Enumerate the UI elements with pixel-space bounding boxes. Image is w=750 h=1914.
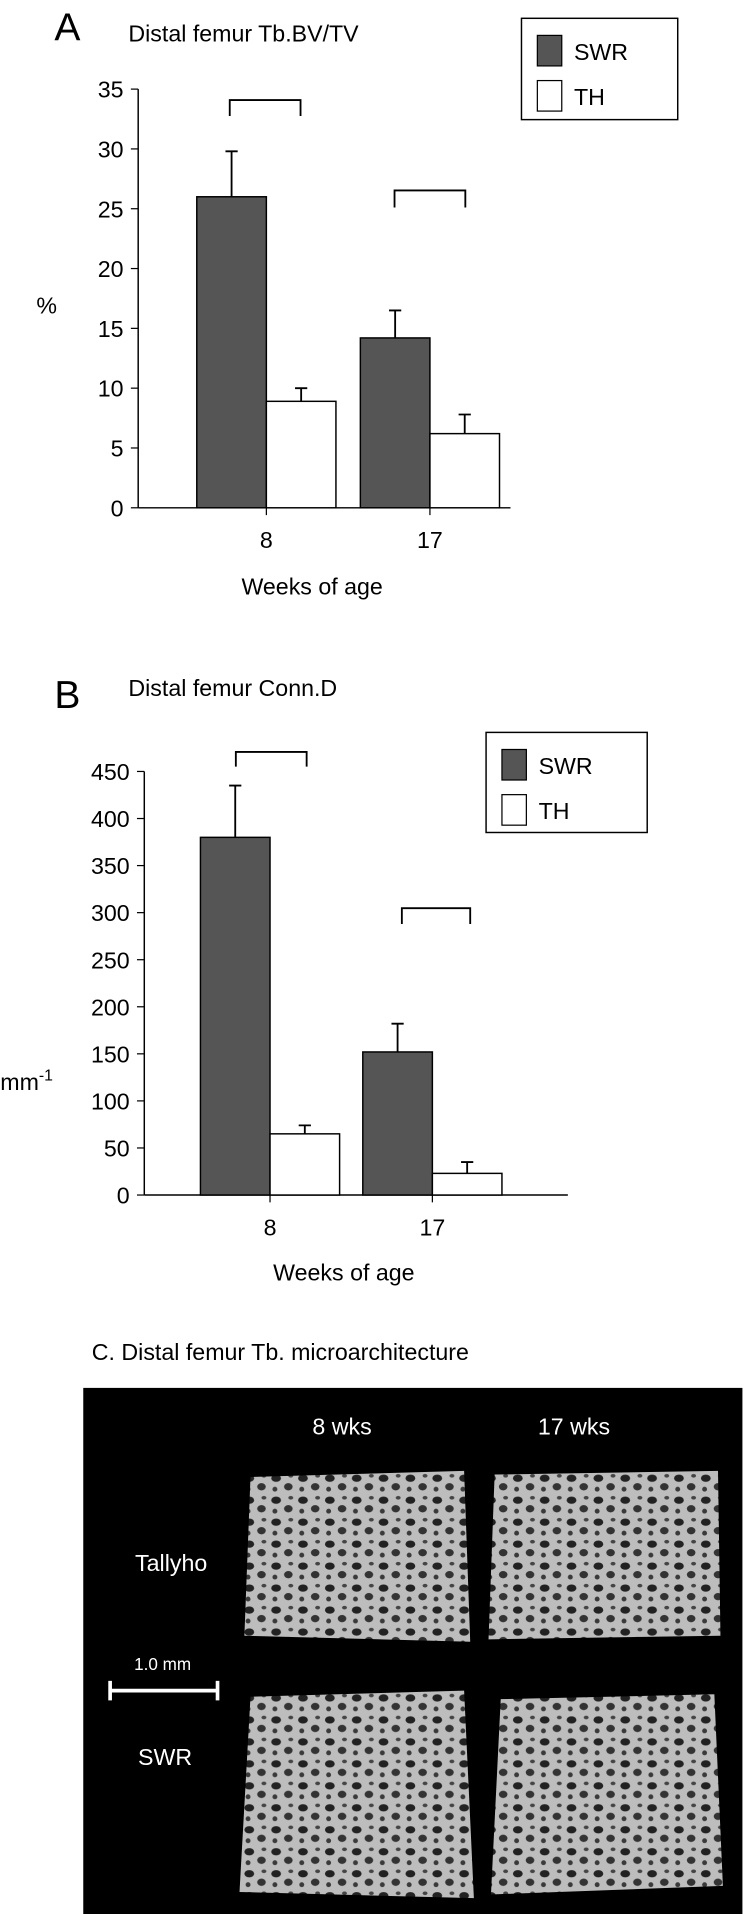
panel-c: C. Distal femur Tb. microarchitecture 8 … xyxy=(83,1339,743,1914)
legend-label: TH xyxy=(574,84,605,110)
y-tick-label: 35 xyxy=(98,77,124,103)
error-bar xyxy=(389,309,402,338)
bar xyxy=(265,400,337,509)
x-tick-label: 8 xyxy=(260,527,273,553)
chart-title: Distal femur Conn.D xyxy=(128,675,337,701)
bar xyxy=(429,432,501,509)
legend-swatch xyxy=(501,794,527,826)
microct-image xyxy=(244,1470,471,1642)
y-tick-label: 0 xyxy=(117,1183,130,1209)
significance-bracket xyxy=(400,907,472,925)
bar xyxy=(199,836,271,1196)
bar xyxy=(196,196,268,509)
significance-bracket xyxy=(228,99,302,116)
legend-label: SWR xyxy=(574,39,628,65)
y-tick-label: 30 xyxy=(98,136,124,162)
y-tick-label: 10 xyxy=(98,376,124,402)
scale-bar xyxy=(108,1680,220,1701)
bar xyxy=(359,337,431,509)
panel-label: A xyxy=(54,6,80,49)
row-label: Tallyho xyxy=(135,1550,207,1576)
bar xyxy=(362,1051,434,1196)
scale-bar-label: 1.0 mm xyxy=(134,1655,191,1674)
error-bar xyxy=(298,1124,311,1134)
y-tick-label: 200 xyxy=(91,994,130,1020)
x-tick-label: 17 xyxy=(417,527,443,553)
y-tick-label: 50 xyxy=(104,1136,130,1162)
column-label: 8 wks xyxy=(312,1413,371,1439)
y-axis-label-text: % xyxy=(36,293,57,319)
y-axis-label: mm-1 xyxy=(0,1067,53,1095)
error-bar xyxy=(229,784,242,838)
y-tick-label: 100 xyxy=(91,1088,130,1114)
x-axis-label: Weeks of age xyxy=(241,573,382,599)
row-label: SWR xyxy=(138,1744,192,1770)
error-bar xyxy=(225,150,238,197)
legend-label: SWR xyxy=(539,753,593,779)
y-tick-label: 150 xyxy=(91,1041,130,1067)
microct-image xyxy=(490,1694,723,1895)
bar xyxy=(431,1172,503,1196)
panel-label: B xyxy=(54,674,80,717)
y-axis-label-text: mm xyxy=(0,1069,39,1095)
y-tick-label: 0 xyxy=(111,495,124,521)
panel-c-title: C. Distal femur Tb. microarchitecture xyxy=(92,1339,469,1365)
chart-title: Distal femur Tb.BV/TV xyxy=(128,21,359,47)
y-tick-label: 20 xyxy=(98,256,124,282)
microct-image xyxy=(239,1690,474,1899)
y-tick-label: 25 xyxy=(98,196,124,222)
legend-swatch xyxy=(536,34,563,67)
microct-image xyxy=(488,1470,721,1640)
legend-label: TH xyxy=(539,798,570,824)
y-tick-label: 450 xyxy=(91,759,130,785)
legend-swatch xyxy=(536,79,563,112)
error-bar xyxy=(391,1022,404,1052)
y-tick-label: 300 xyxy=(91,900,130,926)
error-bar xyxy=(458,413,471,434)
y-tick-label: 400 xyxy=(91,806,130,832)
y-axis-label-sup: -1 xyxy=(39,1067,53,1084)
y-tick-label: 250 xyxy=(91,947,130,973)
x-tick-label: 8 xyxy=(264,1214,277,1240)
error-bar xyxy=(461,1161,474,1174)
y-tick-label: 15 xyxy=(98,316,124,342)
x-axis-label: Weeks of age xyxy=(273,1259,414,1285)
significance-bracket xyxy=(393,189,467,208)
legend-swatch xyxy=(501,748,527,781)
bar xyxy=(269,1133,341,1196)
x-tick-label: 17 xyxy=(419,1214,445,1240)
error-bar xyxy=(295,387,308,402)
column-label: 17 wks xyxy=(538,1413,610,1439)
y-tick-label: 5 xyxy=(111,436,124,462)
y-axis-label: % xyxy=(36,293,57,319)
y-tick-label: 350 xyxy=(91,853,130,879)
significance-bracket xyxy=(234,751,308,767)
